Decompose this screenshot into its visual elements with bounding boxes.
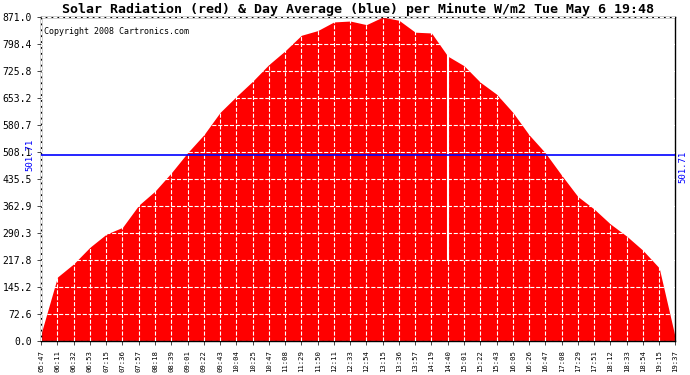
Text: Copyright 2008 Cartronics.com: Copyright 2008 Cartronics.com xyxy=(44,27,189,36)
Text: 501.71: 501.71 xyxy=(26,138,34,171)
Title: Solar Radiation (red) & Day Average (blue) per Minute W/m2 Tue May 6 19:48: Solar Radiation (red) & Day Average (blu… xyxy=(62,3,654,16)
